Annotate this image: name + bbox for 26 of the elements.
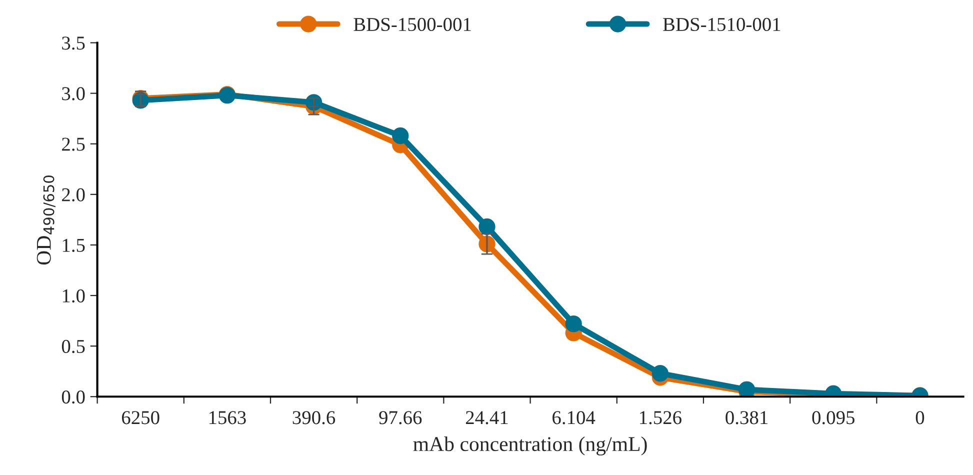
y-tick-label: 0.0	[62, 390, 85, 404]
x-tick-label: 0.381	[726, 411, 768, 424]
x-tick-label: 1563	[209, 411, 246, 424]
x-axis-title: mAb concentration (ng/mL)	[413, 436, 647, 456]
x-tick-label: 24.41	[466, 411, 508, 424]
y-tick-label: 0.5	[62, 340, 85, 354]
x-tick-label: 0	[916, 411, 924, 424]
x-tick-label: 6250	[122, 411, 160, 424]
y-tick-label: 2.0	[62, 188, 85, 202]
point	[565, 315, 582, 332]
x-tick-label: 1.526	[640, 411, 682, 424]
y-tick-label: 3.5	[62, 36, 85, 50]
y-tick-label: 2.5	[62, 138, 85, 151]
y-tick-label: 1.5	[62, 238, 85, 252]
x-tick-label: 390.6	[292, 411, 336, 424]
legend-label: BDS-1500-001	[354, 18, 471, 32]
x-tick-label: 97.66	[379, 411, 422, 424]
point	[478, 218, 496, 236]
y-tick-label: 3.0	[62, 87, 85, 100]
y-tick-label: 1.0	[62, 289, 85, 303]
point	[392, 127, 409, 144]
x-tick-label: 6.104	[552, 411, 596, 424]
x-tick-label: 0.095	[812, 411, 854, 424]
point	[652, 365, 669, 382]
y-axis-title: OD$_{490/650}$	[36, 176, 56, 265]
legend-label: BDS-1510-001	[663, 18, 780, 32]
